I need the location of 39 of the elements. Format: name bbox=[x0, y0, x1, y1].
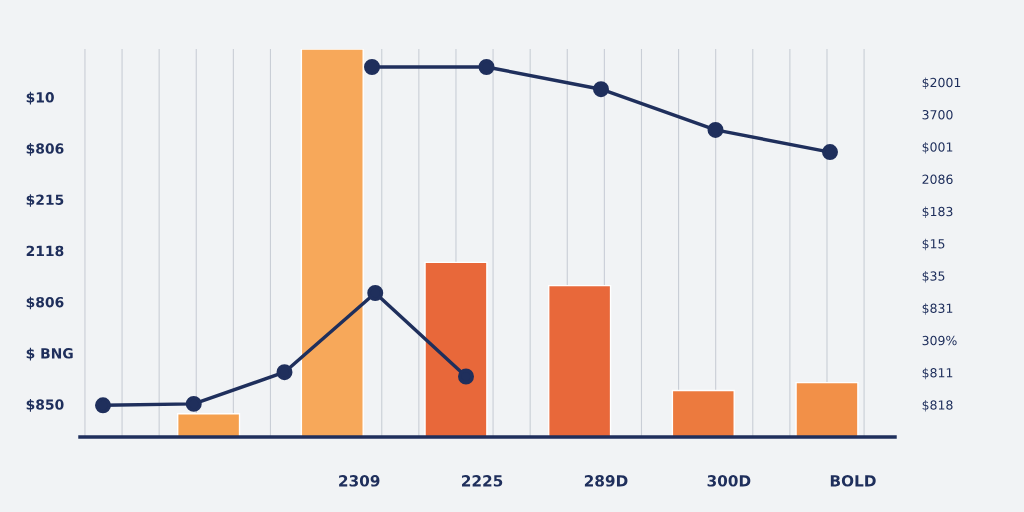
text: 309% bbox=[922, 335, 957, 346]
text: $818 bbox=[922, 400, 953, 412]
text: $811 bbox=[922, 367, 953, 380]
bar bbox=[300, 49, 364, 437]
bar bbox=[424, 261, 488, 437]
text: $806 bbox=[26, 143, 64, 156]
annotation: $806 bbox=[26, 296, 64, 310]
text: BOLD bbox=[830, 475, 876, 487]
text: $15 bbox=[922, 238, 945, 251]
point bbox=[276, 364, 293, 381]
text: $831 bbox=[922, 303, 953, 315]
point bbox=[364, 59, 380, 75]
text: $001 bbox=[922, 142, 953, 154]
annotation: $ BNG bbox=[26, 347, 73, 361]
point bbox=[185, 395, 202, 412]
text: $35 bbox=[922, 271, 945, 283]
point bbox=[593, 81, 609, 98]
point bbox=[707, 121, 724, 138]
text: 2309 bbox=[339, 475, 380, 487]
bar bbox=[795, 381, 859, 437]
text: 2225 bbox=[462, 475, 503, 487]
bar bbox=[177, 413, 241, 437]
text: 289D bbox=[584, 475, 628, 487]
annotation: $850 bbox=[26, 399, 64, 412]
text: $2001 bbox=[922, 77, 961, 89]
text: $183 bbox=[922, 206, 953, 218]
text: $215 bbox=[26, 194, 64, 207]
point bbox=[458, 368, 474, 385]
bar bbox=[671, 389, 735, 437]
point bbox=[478, 59, 495, 75]
text: 2086 bbox=[922, 174, 953, 184]
bar bbox=[548, 284, 612, 437]
text: 300D bbox=[707, 475, 751, 487]
point bbox=[367, 285, 384, 301]
point bbox=[822, 144, 838, 161]
text: 2118 bbox=[26, 245, 64, 257]
text: $10 bbox=[26, 91, 54, 105]
point bbox=[95, 397, 111, 414]
text: 3700 bbox=[922, 110, 953, 120]
